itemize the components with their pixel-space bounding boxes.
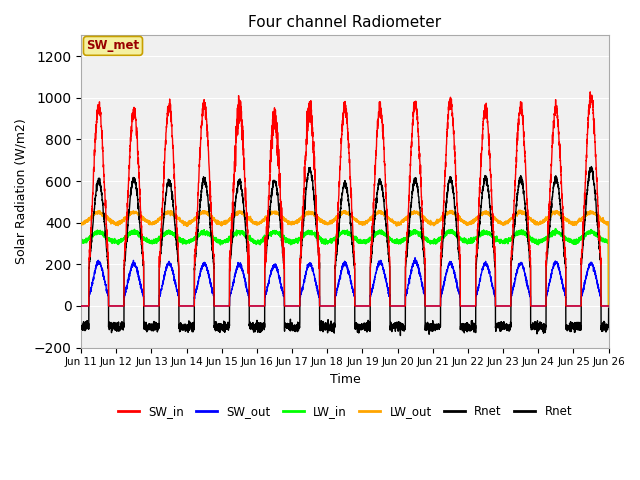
SW_in xyxy=(605,303,612,309)
Legend: SW_in, SW_out, LW_in, LW_out, Rnet, Rnet: SW_in, SW_out, LW_in, LW_out, Rnet, Rnet xyxy=(113,400,577,423)
LW_in xyxy=(140,234,148,240)
Line: Rnet: Rnet xyxy=(81,167,609,336)
Line: LW_in: LW_in xyxy=(81,228,609,306)
SW_out xyxy=(140,303,148,309)
Line: SW_out: SW_out xyxy=(81,258,609,306)
LW_in xyxy=(552,226,559,231)
LW_out xyxy=(577,218,584,224)
LW_in xyxy=(605,303,612,309)
SW_in xyxy=(407,144,415,150)
SW_out xyxy=(407,268,415,274)
SW_in xyxy=(556,155,564,161)
LW_in xyxy=(577,236,584,242)
LW_in xyxy=(279,236,287,241)
SW_out xyxy=(279,290,287,296)
LW_in xyxy=(407,231,415,237)
LW_out xyxy=(556,210,564,216)
SW_out xyxy=(556,271,564,277)
SW_in xyxy=(140,303,148,309)
Rnet xyxy=(397,333,404,338)
Rnet xyxy=(279,255,287,261)
Line: LW_out: LW_out xyxy=(81,210,609,306)
LW_out xyxy=(407,210,415,216)
LW_out xyxy=(140,217,148,223)
LW_out xyxy=(554,210,561,216)
Rnet xyxy=(408,200,415,205)
LW_out xyxy=(516,207,524,213)
Rnet xyxy=(605,305,612,311)
Rnet xyxy=(554,180,561,185)
LW_in xyxy=(77,238,85,244)
SW_out xyxy=(77,303,85,309)
X-axis label: Time: Time xyxy=(330,373,360,386)
Rnet xyxy=(556,199,564,204)
SW_out xyxy=(577,303,584,309)
SW_in xyxy=(77,303,85,309)
SW_in xyxy=(586,89,594,95)
Line: SW_in: SW_in xyxy=(81,92,609,306)
Rnet xyxy=(588,164,595,169)
SW_out xyxy=(605,303,612,309)
LW_out xyxy=(279,216,287,222)
SW_in xyxy=(279,253,287,259)
SW_out xyxy=(554,261,561,267)
Rnet xyxy=(140,322,148,327)
Text: SW_met: SW_met xyxy=(86,39,140,52)
SW_in xyxy=(554,115,561,121)
LW_in xyxy=(554,229,561,235)
LW_in xyxy=(556,230,564,236)
Rnet xyxy=(77,323,85,329)
Y-axis label: Solar Radiation (W/m2): Solar Radiation (W/m2) xyxy=(15,119,28,264)
Title: Four channel Radiometer: Four channel Radiometer xyxy=(248,15,442,30)
Rnet xyxy=(577,327,584,333)
LW_out xyxy=(77,221,85,227)
LW_out xyxy=(605,303,612,309)
SW_out xyxy=(412,255,419,261)
SW_in xyxy=(577,303,584,309)
